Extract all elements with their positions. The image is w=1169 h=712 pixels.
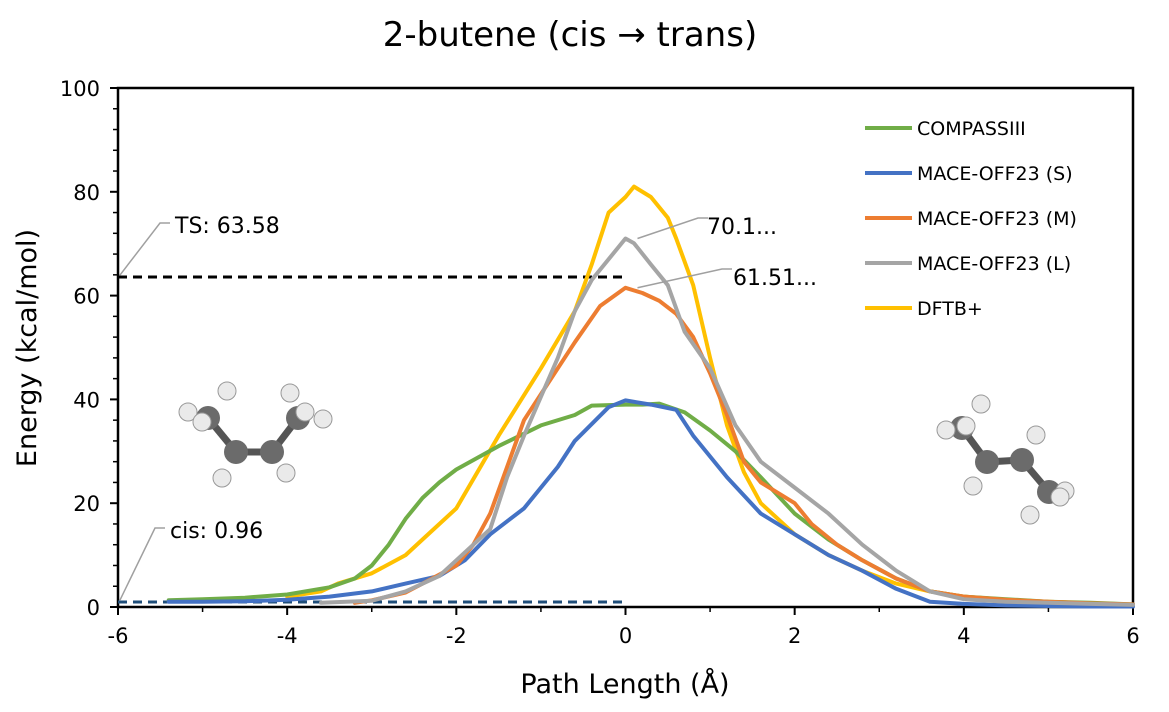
y-tick-label: 80 bbox=[73, 181, 100, 205]
x-axis-label: Path Length (Å) bbox=[520, 668, 729, 700]
y-axis-label: Energy (kcal/mol) bbox=[12, 229, 43, 467]
annotation-label: cis: 0.96 bbox=[170, 519, 263, 544]
reference-lines bbox=[118, 275, 626, 604]
legend-label-dftb: DFTB+ bbox=[917, 298, 983, 320]
y-tick-label: 40 bbox=[73, 388, 100, 412]
x-tick-label: 2 bbox=[788, 624, 801, 648]
annotation-label: TS: 63.58 bbox=[174, 214, 280, 239]
y-tick-label: 20 bbox=[73, 492, 100, 516]
y-tick-label: 100 bbox=[60, 77, 100, 101]
x-tick-label: 4 bbox=[957, 624, 970, 648]
cis-molecule-illustration bbox=[178, 381, 333, 488]
y-tick-label: 60 bbox=[73, 285, 100, 309]
legend-label-compassiii: COMPASSIII bbox=[917, 118, 1026, 140]
series-line-dftb bbox=[285, 184, 1135, 607]
series-line-mace-off23-m bbox=[352, 285, 1135, 607]
annotation-leader-line bbox=[637, 217, 708, 240]
x-tick-label: -4 bbox=[277, 624, 298, 648]
series-lines bbox=[166, 184, 1135, 609]
trans-molecule-illustration bbox=[936, 394, 1075, 525]
annotations: TS: 63.58 cis: 0.96 70.1... 61.51... bbox=[119, 214, 817, 601]
legend: COMPASSIII MACE-OFF23 (S) MACE-OFF23 (M) MA… bbox=[865, 118, 1077, 320]
x-tick-label: 0 bbox=[619, 624, 632, 648]
annotation-label: 61.51... bbox=[733, 266, 817, 291]
legend-label-mace-off23-s: MACE-OFF23 (S) bbox=[917, 163, 1073, 185]
chart-title: 2-butene (cis → trans) bbox=[383, 15, 757, 55]
x-tick-label: -6 bbox=[108, 624, 129, 648]
annotation-label: 70.1... bbox=[707, 215, 777, 240]
x-tick-label: 6 bbox=[1126, 624, 1139, 648]
annotation-leader-line bbox=[637, 268, 732, 289]
series-line-mace-off23-s bbox=[166, 398, 1135, 609]
series-line-mace-off23-l bbox=[319, 236, 1135, 607]
y-tick-label: 0 bbox=[87, 596, 100, 620]
x-tick-label: -2 bbox=[446, 624, 467, 648]
legend-label-mace-off23-l: MACE-OFF23 (L) bbox=[917, 253, 1071, 275]
annotation-leader-line bbox=[119, 222, 170, 276]
series-line-compassiii bbox=[166, 401, 1135, 607]
legend-label-mace-off23-m: MACE-OFF23 (M) bbox=[917, 208, 1077, 230]
annotation-leader-line bbox=[119, 527, 165, 601]
